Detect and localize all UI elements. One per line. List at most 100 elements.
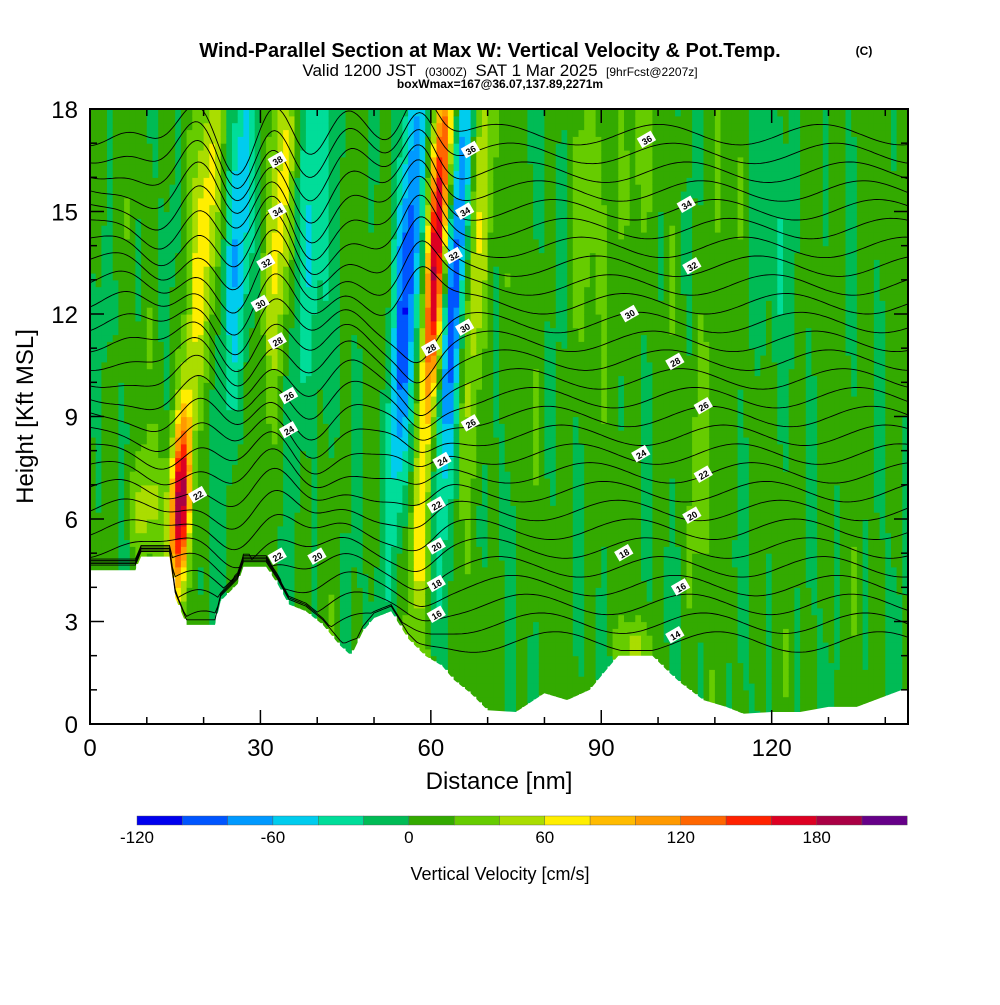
velocity-cell bbox=[169, 437, 176, 445]
velocity-cell bbox=[209, 519, 216, 527]
velocity-cell bbox=[317, 573, 324, 582]
velocity-cell bbox=[118, 546, 125, 554]
velocity-cell bbox=[322, 150, 330, 158]
velocity-cell bbox=[345, 642, 352, 650]
velocity-cell bbox=[271, 327, 279, 336]
velocity-cell bbox=[368, 150, 375, 158]
velocity-cell bbox=[357, 607, 364, 616]
velocity-cell bbox=[237, 423, 244, 431]
velocity-cell bbox=[300, 566, 307, 575]
velocity-cell bbox=[146, 396, 154, 404]
velocity-cell bbox=[249, 109, 256, 117]
velocity-cell bbox=[300, 348, 307, 356]
velocity-cell bbox=[141, 136, 148, 144]
velocity-cell bbox=[379, 266, 386, 274]
velocity-cell bbox=[277, 505, 284, 513]
velocity-cell bbox=[215, 129, 222, 137]
velocity-cell bbox=[413, 225, 421, 233]
velocity-cell bbox=[186, 532, 193, 541]
velocity-cell bbox=[254, 409, 261, 418]
velocity-cell bbox=[112, 225, 119, 233]
velocity-cell bbox=[124, 300, 131, 308]
velocity-cell bbox=[141, 300, 148, 308]
velocity-cell bbox=[459, 307, 466, 315]
velocity-cell bbox=[339, 348, 347, 356]
velocity-cell bbox=[391, 211, 398, 219]
velocity-cell bbox=[374, 437, 381, 445]
velocity-cell bbox=[391, 286, 398, 295]
velocity-cell bbox=[215, 307, 222, 315]
velocity-cell bbox=[396, 355, 404, 363]
velocity-cell bbox=[379, 150, 386, 158]
velocity-cell bbox=[243, 156, 250, 165]
velocity-cell bbox=[425, 143, 432, 151]
velocity-cell bbox=[402, 170, 409, 178]
velocity-cell bbox=[447, 361, 455, 370]
velocity-cell bbox=[95, 150, 102, 158]
velocity-cell bbox=[334, 546, 341, 554]
velocity-cell bbox=[459, 505, 466, 513]
velocity-cell bbox=[385, 197, 392, 206]
velocity-cell bbox=[197, 621, 205, 626]
velocity-cell bbox=[447, 512, 455, 520]
velocity-cell bbox=[237, 416, 244, 424]
velocity-cell bbox=[197, 122, 205, 131]
velocity-cell bbox=[442, 259, 449, 267]
velocity-cell bbox=[169, 361, 176, 370]
velocity-cell bbox=[374, 478, 381, 486]
velocity-cell bbox=[391, 553, 398, 561]
velocity-cell bbox=[453, 662, 460, 670]
velocity-cell bbox=[95, 211, 102, 219]
velocity-cell bbox=[305, 484, 313, 493]
velocity-cell bbox=[158, 197, 165, 206]
velocity-cell bbox=[464, 361, 472, 370]
velocity-cell bbox=[305, 259, 313, 267]
velocity-cell bbox=[260, 484, 267, 493]
velocity-cell bbox=[158, 437, 165, 445]
velocity-cell bbox=[436, 635, 443, 643]
velocity-cell bbox=[345, 273, 352, 281]
velocity-cell bbox=[351, 587, 358, 595]
velocity-cell bbox=[283, 279, 290, 288]
velocity-cell bbox=[266, 375, 273, 383]
velocity-cell bbox=[402, 143, 409, 151]
velocity-cell bbox=[158, 450, 165, 459]
velocity-cell bbox=[101, 122, 108, 131]
velocity-cell bbox=[447, 286, 455, 295]
velocity-cell bbox=[328, 478, 335, 486]
velocity-cell bbox=[328, 423, 335, 431]
velocity-cell bbox=[419, 478, 426, 486]
velocity-cell bbox=[419, 252, 426, 260]
velocity-cell bbox=[317, 150, 324, 158]
velocity-cell bbox=[368, 252, 375, 260]
velocity-cell bbox=[402, 519, 409, 527]
velocity-cell bbox=[322, 587, 330, 595]
velocity-cell bbox=[237, 252, 244, 260]
velocity-cell bbox=[197, 115, 205, 124]
velocity-cell bbox=[362, 184, 369, 192]
velocity-cell bbox=[459, 648, 466, 657]
velocity-cell bbox=[334, 532, 341, 541]
velocity-cell bbox=[453, 430, 460, 438]
velocity-cell bbox=[95, 327, 102, 336]
velocity-cell bbox=[300, 191, 307, 199]
velocity-cell bbox=[436, 238, 443, 247]
velocity-cell bbox=[112, 129, 119, 137]
velocity-cell bbox=[175, 320, 182, 329]
velocity-cell bbox=[146, 553, 154, 558]
velocity-cell bbox=[101, 170, 108, 178]
velocity-cell bbox=[209, 170, 216, 178]
velocity-cell bbox=[180, 259, 188, 267]
velocity-cell bbox=[464, 683, 472, 691]
velocity-cell bbox=[447, 279, 455, 288]
velocity-cell bbox=[351, 334, 358, 342]
velocity-cell bbox=[362, 314, 369, 322]
velocity-cell bbox=[186, 314, 193, 322]
velocity-cell bbox=[442, 601, 449, 609]
velocity-cell bbox=[430, 375, 438, 383]
velocity-cell bbox=[374, 218, 381, 226]
velocity-cell bbox=[294, 409, 301, 418]
velocity-cell bbox=[95, 505, 102, 513]
velocity-cell bbox=[129, 273, 137, 281]
velocity-cell bbox=[368, 566, 375, 575]
